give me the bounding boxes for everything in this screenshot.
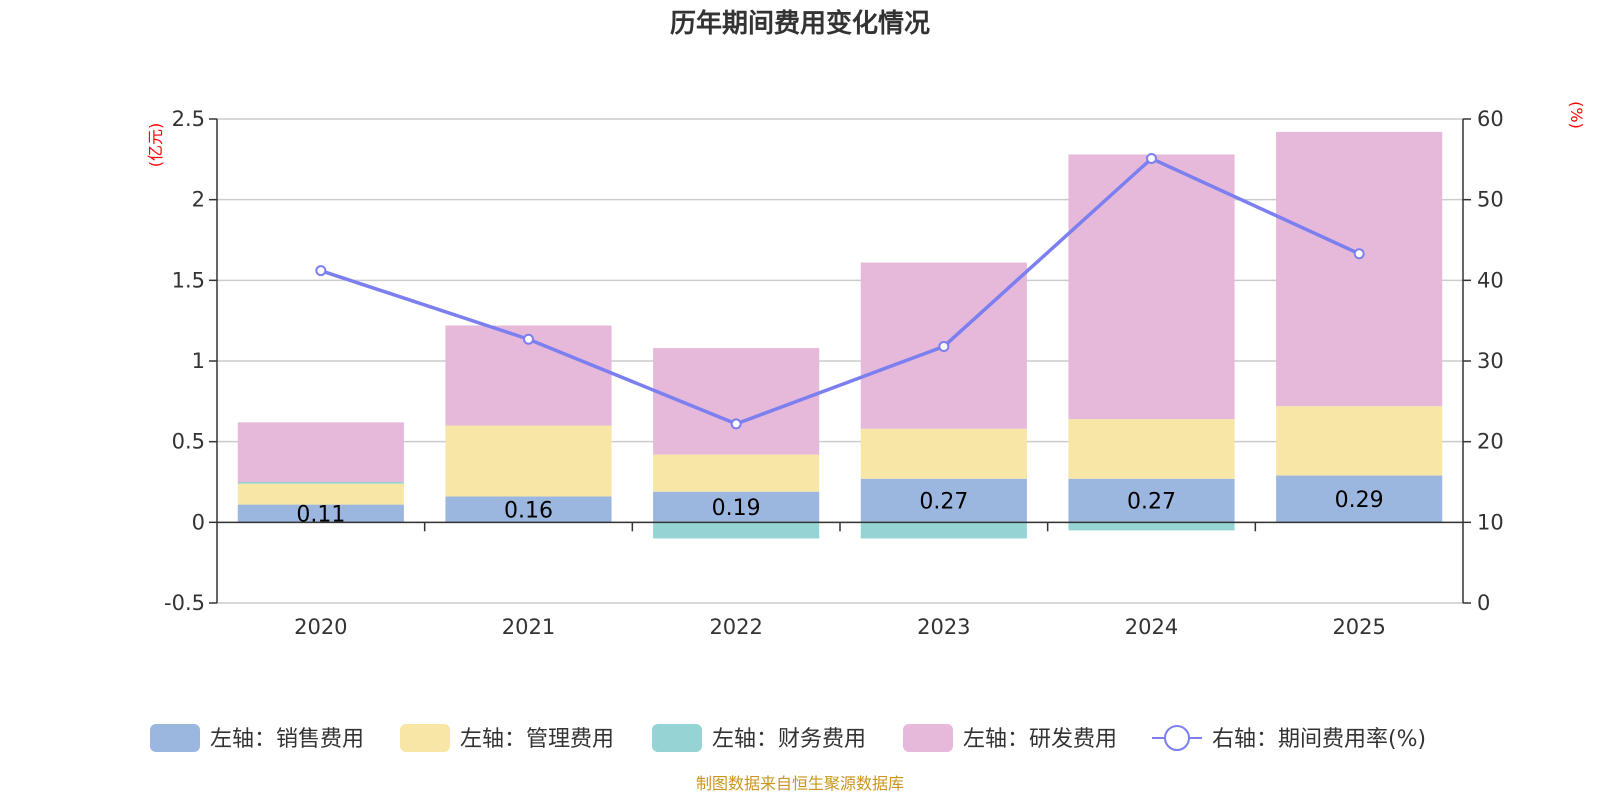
right-tick-label: 0 xyxy=(1477,591,1490,615)
category-label: 2022 xyxy=(709,615,762,639)
right-tick-label: 50 xyxy=(1477,188,1504,212)
legend-label: 左轴：财务费用 xyxy=(712,727,866,752)
left-tick-label: 0.5 xyxy=(172,430,205,454)
rate-point xyxy=(315,265,327,277)
left-tick-label: 2 xyxy=(192,188,205,212)
rate-point xyxy=(1146,153,1157,165)
legend-swatch xyxy=(400,724,450,752)
bar-segment xyxy=(1068,419,1235,479)
right-tick-label: 10 xyxy=(1477,510,1504,534)
bar-segment xyxy=(653,522,820,539)
rate-point xyxy=(938,340,950,352)
category-label: 2024 xyxy=(1125,615,1178,639)
legend-label: 左轴：管理费用 xyxy=(460,727,614,752)
legend-swatch xyxy=(652,724,702,752)
source-note: 制图数据来自恒生聚源数据库 xyxy=(696,774,904,793)
legend-label: 左轴：销售费用 xyxy=(210,727,364,752)
bar-segment xyxy=(1276,131,1443,407)
legend-label: 左轴：研发费用 xyxy=(963,727,1117,752)
bar-segment xyxy=(237,483,404,505)
rate-line-path xyxy=(320,156,1360,426)
left-tick-label: 1.5 xyxy=(172,268,205,292)
legend-swatch xyxy=(150,724,200,752)
right-tick-label: 30 xyxy=(1477,349,1504,373)
data-label: 0.27 xyxy=(919,490,968,515)
right-tick-label: 60 xyxy=(1477,107,1504,131)
legend-label: 右轴：期间费用率(%) xyxy=(1212,727,1426,752)
data-labels: 0.11 0.16 0.19 0.27 0.27 0.29 xyxy=(296,488,1383,528)
legend: 左轴：销售费用 左轴：管理费用 左轴：财务费用 左轴：研发费用 右轴：期间费用率(%) xyxy=(150,724,1426,752)
legend-swatch xyxy=(1164,725,1190,751)
bar-segment xyxy=(445,425,612,497)
bar-segment xyxy=(653,491,820,523)
category-label: 2020 xyxy=(294,615,347,639)
right-tick-label: 20 xyxy=(1477,430,1504,454)
bar-segment xyxy=(1276,475,1443,523)
bar-segment xyxy=(1068,478,1235,523)
bar-segment xyxy=(237,482,404,484)
bar-segment xyxy=(653,454,820,492)
bar-segment xyxy=(1068,522,1235,531)
bar-segment xyxy=(237,422,404,482)
left-tick-label: -0.5 xyxy=(164,591,205,615)
bar-segment xyxy=(237,504,404,523)
category-label: 2021 xyxy=(502,615,555,639)
bar-segment xyxy=(860,428,1027,479)
rate-line xyxy=(315,153,1365,430)
left-axis-unit: (亿元) xyxy=(146,123,165,168)
left-tick-label: 2.5 xyxy=(172,107,205,131)
data-label: 0.27 xyxy=(1127,490,1176,515)
bar-segment xyxy=(445,496,612,523)
category-label: 2023 xyxy=(917,615,970,639)
left-tick-label: 0 xyxy=(192,510,205,534)
right-axis-unit: (%) xyxy=(1567,101,1586,129)
data-label: 0.19 xyxy=(712,496,761,521)
bars xyxy=(237,131,1443,539)
axes: -0.5 0 0.5 1 1.5 2 2.5 0 10 20 30 40 50 60 2020 2021 202… xyxy=(164,107,1504,639)
data-label: 0.11 xyxy=(296,502,345,527)
rate-point xyxy=(523,333,534,345)
left-tick-label: 1 xyxy=(192,349,205,373)
data-label: 0.16 xyxy=(504,498,553,523)
bar-segment xyxy=(860,522,1027,539)
bar-segment xyxy=(860,478,1027,523)
chart-title: 历年期间费用变化情况 xyxy=(670,8,930,39)
category-label: 2025 xyxy=(1332,615,1385,639)
right-tick-label: 40 xyxy=(1477,268,1504,292)
rate-point xyxy=(1353,248,1365,260)
bar-segment xyxy=(1068,154,1235,420)
bar-segment xyxy=(1276,406,1443,476)
legend-swatch xyxy=(903,724,953,752)
data-label: 0.29 xyxy=(1335,488,1384,513)
rate-point xyxy=(730,418,742,430)
